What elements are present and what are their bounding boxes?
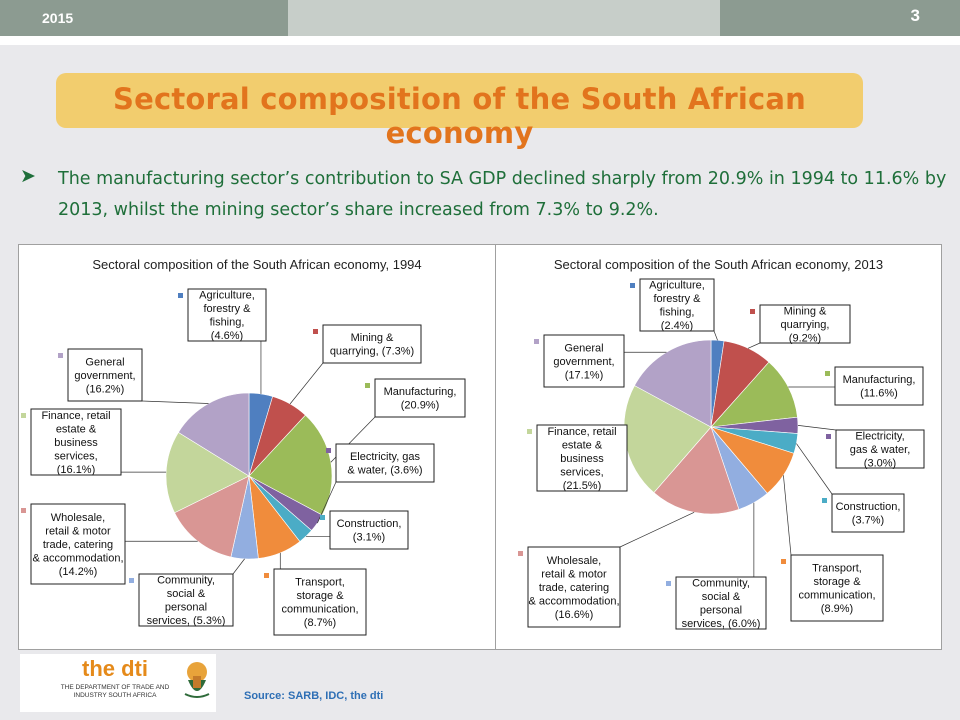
leader-line xyxy=(232,558,245,575)
leader-line xyxy=(783,475,792,556)
data-label-box xyxy=(30,408,122,476)
coat-of-arms-icon xyxy=(184,662,210,698)
data-label: Wholesale, retail & motor trade, catering &… xyxy=(528,555,619,621)
data-label: Community, social & personal services, (5.3… xyxy=(147,575,226,628)
pie-slice xyxy=(634,339,712,428)
data-label-box xyxy=(790,554,884,622)
legend-swatch xyxy=(58,353,63,358)
data-label: Electricity, gas & water, (3.0%) xyxy=(850,430,911,469)
legend-swatch xyxy=(320,515,325,520)
legend-swatch xyxy=(129,578,134,583)
leader-line xyxy=(747,342,761,349)
chart-title: Sectoral composition of the South Africa… xyxy=(92,257,422,272)
chart-title: Sectoral composition of the South Africa… xyxy=(553,257,884,272)
data-label: Transport, storage & communication, (8.9%) xyxy=(798,563,875,616)
data-label-box xyxy=(30,503,126,585)
data-label: General government, (17.1%) xyxy=(553,342,614,381)
legend-swatch xyxy=(21,413,26,418)
data-label: Transport, storage & communication, (8.7%) xyxy=(281,577,358,630)
leader-line xyxy=(619,512,695,548)
data-label-box xyxy=(187,288,267,342)
data-label-box xyxy=(527,546,621,628)
data-label-box xyxy=(831,493,905,533)
legend-swatch xyxy=(781,559,786,564)
legend-swatch xyxy=(826,434,831,439)
data-label-box xyxy=(67,348,143,402)
legend-swatch xyxy=(326,448,331,453)
data-label: Agriculture, forestry & fishing, (2.4%) xyxy=(649,280,705,333)
legend-swatch xyxy=(527,429,532,434)
data-label-box xyxy=(675,576,767,630)
data-label: Finance, retail estate & business services,… xyxy=(41,410,110,476)
pie-slice xyxy=(710,361,798,428)
data-label-box xyxy=(138,573,234,627)
data-label: Finance, retail estate & business services,… xyxy=(547,426,616,492)
data-label: Manufacturing, (11.6%) xyxy=(843,374,916,400)
data-label: Construction, (3.1%) xyxy=(337,518,402,544)
pie-chart-1994: Agriculture, forestry & fishing, (4.6%) Mini… xyxy=(21,288,466,636)
data-label: Wholesale, retail & motor trade, catering &… xyxy=(32,512,123,578)
legend-swatch xyxy=(365,383,370,388)
legend-swatch xyxy=(666,581,671,586)
leader-line xyxy=(797,425,837,431)
title-banner: Sectoral composition of the South Africa… xyxy=(56,73,863,150)
data-label: Community, social & personal services, (6.0… xyxy=(682,578,761,631)
leader-line xyxy=(289,362,324,405)
data-label-box xyxy=(335,443,435,483)
bullet-text: The manufacturing sector’s contribution … xyxy=(58,169,947,220)
data-label-box xyxy=(835,429,925,469)
source-note: Source: SARB, IDC, the dti xyxy=(244,690,384,702)
legend-swatch xyxy=(313,329,318,334)
data-label-box xyxy=(329,510,409,550)
arrow-bullet-icon: ➤ xyxy=(20,166,36,187)
data-label: Mining & quarrying, (9.2%) xyxy=(781,305,830,344)
legend-swatch xyxy=(534,339,539,344)
legend-swatch xyxy=(178,293,183,298)
legend-swatch xyxy=(822,498,827,503)
top-bar: 2015 3 xyxy=(0,0,960,36)
legend-swatch xyxy=(21,508,26,513)
dti-logo: the dti THE DEPARTMENT OF TRADE AND INDU… xyxy=(20,654,216,712)
leader-line xyxy=(141,400,209,404)
pie-chart-2013: Agriculture, forestry & fishing, (2.4%) Mini… xyxy=(518,278,925,631)
data-label: Construction, (3.7%) xyxy=(836,501,901,527)
data-label-box xyxy=(834,366,924,406)
logo-text: the dti xyxy=(82,656,148,681)
page-number: 3 xyxy=(910,6,920,25)
chart-panel-1994: Sectoral composition of the South Africa… xyxy=(18,244,496,650)
data-label: Mining & quarrying, (7.3%) xyxy=(330,332,414,358)
data-label: Electricity, gas & water, (3.6%) xyxy=(347,451,422,477)
data-label-box xyxy=(536,424,628,492)
year-label: 2015 xyxy=(42,10,74,26)
data-label-box xyxy=(759,304,851,344)
data-label-box xyxy=(273,568,367,636)
data-label: Manufacturing, (20.9%) xyxy=(384,386,457,412)
data-label: General government, (16.2%) xyxy=(74,356,135,395)
pie-slice xyxy=(174,475,250,558)
logo-subtitle: THE DEPARTMENT OF TRADE AND INDUSTRY SOU… xyxy=(60,684,170,699)
leader-line xyxy=(796,443,833,495)
legend-swatch xyxy=(518,551,523,556)
legend-swatch xyxy=(264,573,269,578)
chart-panel-2013: Sectoral composition of the South Africa… xyxy=(495,244,942,650)
data-label-box xyxy=(639,278,715,332)
legend-swatch xyxy=(750,309,755,314)
page-title: Sectoral composition of the South Africa… xyxy=(113,82,806,150)
top-bar-center-band xyxy=(288,0,720,36)
pie-slice xyxy=(248,414,333,516)
data-label-box xyxy=(374,378,466,418)
data-label: Agriculture, forestry & fishing, (4.6%) xyxy=(199,290,255,343)
legend-swatch xyxy=(630,283,635,288)
legend-swatch xyxy=(825,371,830,376)
leader-line xyxy=(713,330,718,341)
data-label-box xyxy=(322,324,422,364)
data-label-box xyxy=(543,334,625,388)
header-divider xyxy=(0,36,960,45)
